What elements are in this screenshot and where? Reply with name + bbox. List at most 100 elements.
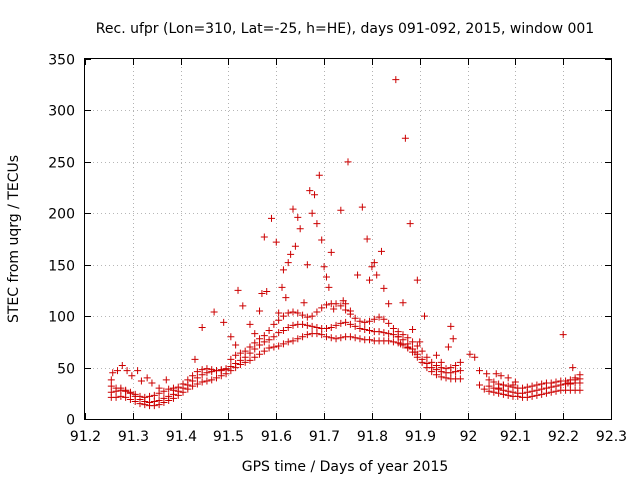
data-point bbox=[299, 311, 307, 319]
data-point bbox=[313, 220, 321, 228]
x-tick-label: 92.1 bbox=[500, 429, 531, 445]
data-point bbox=[146, 392, 154, 400]
data-point bbox=[380, 315, 388, 323]
data-point bbox=[366, 317, 374, 325]
data-point bbox=[279, 340, 287, 348]
data-point bbox=[399, 331, 407, 339]
data-point bbox=[318, 331, 326, 339]
data-point bbox=[117, 384, 125, 392]
x-tick-label: 91.8 bbox=[357, 429, 388, 445]
data-point bbox=[179, 380, 187, 388]
data-point bbox=[256, 350, 264, 358]
data-point bbox=[421, 312, 429, 320]
data-point bbox=[300, 299, 308, 307]
data-point bbox=[246, 343, 254, 351]
data-point bbox=[325, 283, 333, 291]
data-point bbox=[337, 206, 345, 214]
data-point bbox=[191, 355, 199, 363]
data-point bbox=[146, 399, 154, 407]
data-point bbox=[564, 379, 572, 387]
y-tick-label: 0 bbox=[66, 413, 75, 429]
data-point bbox=[356, 317, 364, 325]
data-point bbox=[260, 338, 268, 346]
data-point bbox=[418, 355, 426, 363]
data-points bbox=[107, 76, 584, 410]
data-point bbox=[246, 320, 254, 328]
data-point bbox=[308, 312, 316, 320]
data-point bbox=[122, 393, 130, 401]
data-point bbox=[284, 259, 292, 267]
data-point bbox=[389, 324, 397, 332]
data-point bbox=[109, 369, 117, 377]
data-point bbox=[313, 330, 321, 338]
data-point bbox=[217, 367, 225, 375]
data-point bbox=[275, 329, 283, 337]
data-point bbox=[134, 367, 142, 375]
data-point bbox=[289, 337, 297, 345]
data-point bbox=[107, 376, 115, 384]
y-axis-label: STEC from uqrg / TECUs bbox=[6, 155, 22, 323]
data-point bbox=[193, 368, 201, 376]
data-point bbox=[107, 382, 115, 390]
data-point bbox=[114, 367, 122, 375]
data-point bbox=[380, 284, 388, 292]
data-point bbox=[389, 331, 397, 339]
data-point bbox=[165, 392, 173, 400]
data-point bbox=[279, 312, 287, 320]
data-point bbox=[126, 388, 134, 396]
data-point bbox=[258, 290, 266, 298]
data-point bbox=[155, 384, 163, 392]
data-point bbox=[377, 247, 385, 255]
data-point bbox=[401, 134, 409, 142]
data-point bbox=[375, 328, 383, 336]
data-point bbox=[117, 392, 125, 400]
data-point bbox=[322, 324, 330, 332]
data-point bbox=[471, 353, 479, 361]
data-point bbox=[270, 343, 278, 351]
data-point bbox=[346, 320, 354, 328]
data-point bbox=[174, 383, 182, 391]
data-point bbox=[208, 366, 216, 374]
data-point bbox=[256, 341, 264, 349]
data-point bbox=[480, 385, 488, 393]
data-point bbox=[131, 390, 139, 398]
data-point bbox=[270, 333, 278, 341]
data-point bbox=[322, 333, 330, 341]
x-tick-label: 91.3 bbox=[118, 429, 149, 445]
data-point bbox=[289, 205, 297, 213]
data-point bbox=[423, 353, 431, 361]
data-point bbox=[449, 335, 457, 343]
data-point bbox=[332, 335, 340, 343]
data-point bbox=[337, 319, 345, 327]
data-point bbox=[442, 365, 450, 373]
data-point bbox=[413, 342, 421, 350]
data-point bbox=[380, 329, 388, 337]
data-point bbox=[492, 370, 500, 378]
data-point bbox=[136, 392, 144, 400]
data-point bbox=[490, 378, 498, 386]
data-point bbox=[299, 333, 307, 341]
data-point bbox=[107, 388, 115, 396]
data-point bbox=[385, 300, 393, 308]
data-point bbox=[497, 372, 505, 380]
data-point bbox=[198, 323, 206, 331]
data-point bbox=[337, 302, 345, 310]
data-point bbox=[256, 307, 264, 315]
data-point bbox=[265, 344, 273, 352]
data-point bbox=[385, 319, 393, 327]
x-tick-label: 91.4 bbox=[166, 429, 197, 445]
data-point bbox=[141, 393, 149, 401]
data-point bbox=[222, 366, 230, 374]
data-point bbox=[246, 356, 254, 364]
data-point bbox=[354, 271, 362, 279]
data-point bbox=[198, 378, 206, 386]
data-point bbox=[270, 320, 278, 328]
x-tick-label: 91.7 bbox=[309, 429, 340, 445]
data-point bbox=[294, 309, 302, 317]
grid bbox=[85, 59, 611, 419]
data-point bbox=[375, 313, 383, 321]
data-point bbox=[370, 259, 378, 267]
data-point bbox=[227, 333, 235, 341]
plot-frame bbox=[84, 58, 612, 420]
data-point bbox=[210, 308, 218, 316]
